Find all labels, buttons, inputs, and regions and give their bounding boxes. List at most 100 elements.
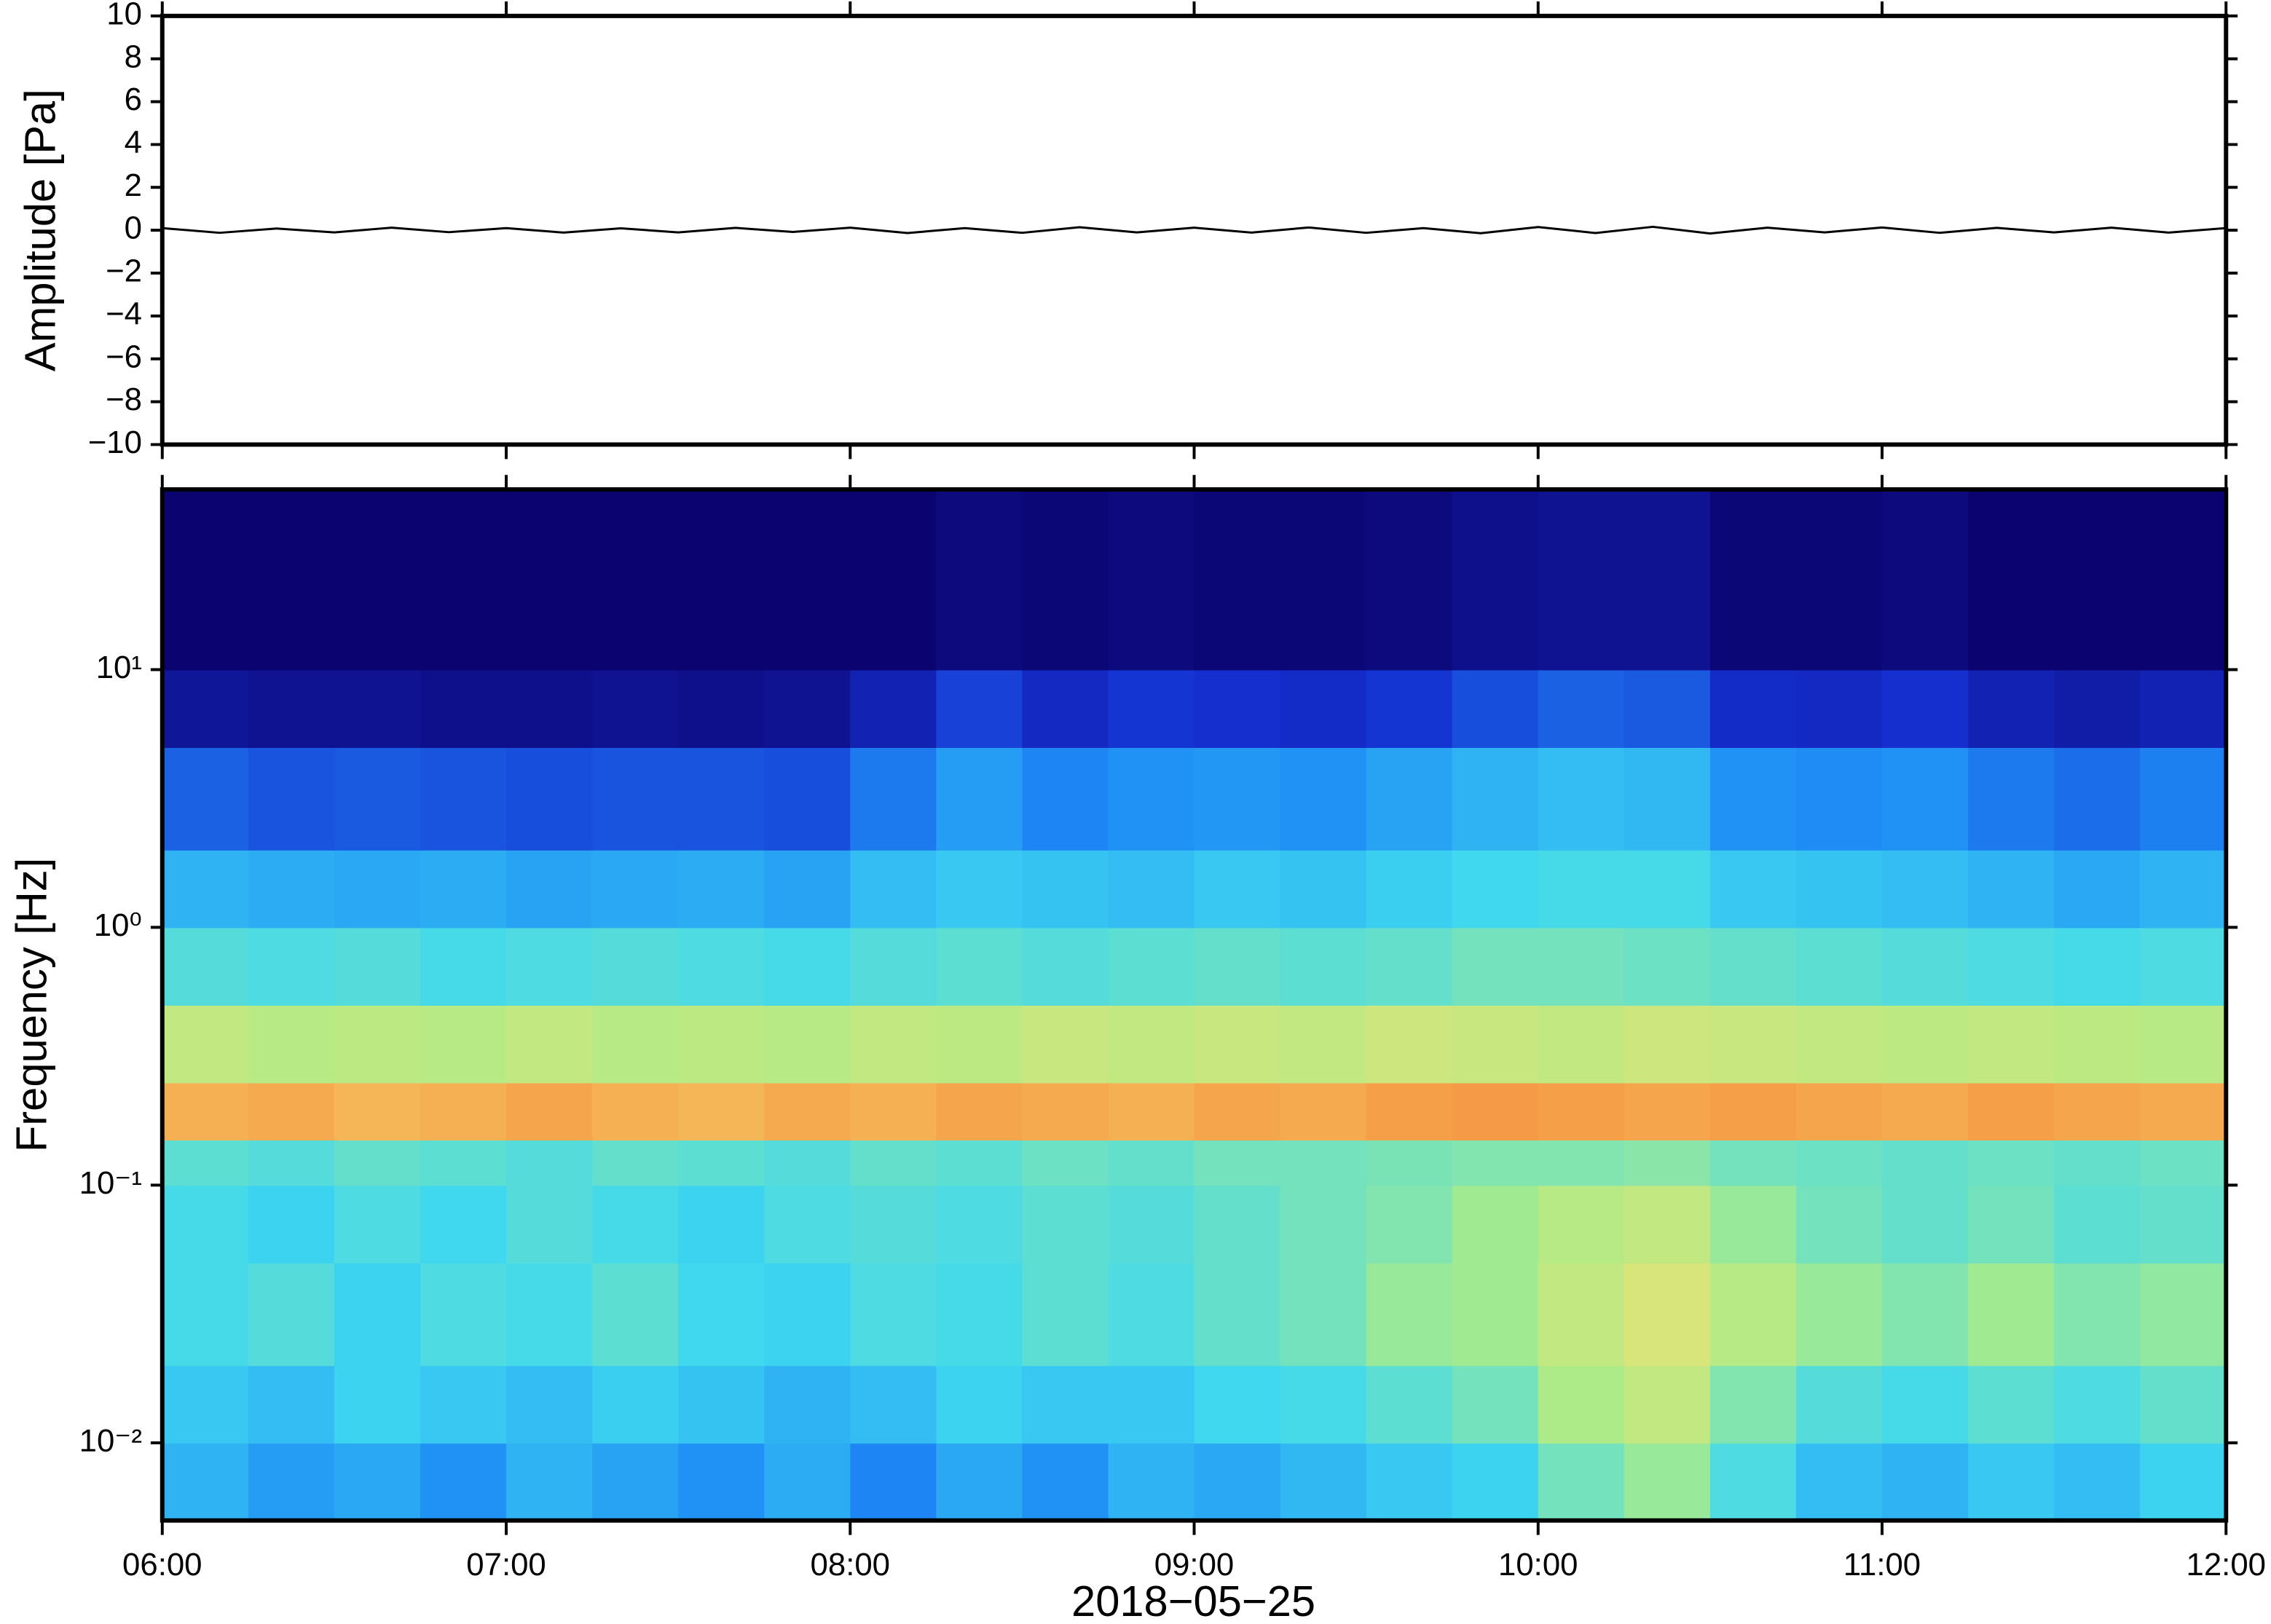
spectrogram-cell xyxy=(420,1262,508,1366)
spectrogram-cell xyxy=(1795,1443,1884,1521)
spectrogram-cell xyxy=(248,1185,335,1264)
spectrogram-cell xyxy=(1538,489,1625,671)
spectrogram-cell xyxy=(1795,1082,1884,1141)
spectrogram-cell xyxy=(1968,747,2055,851)
spectrogram-cell xyxy=(936,747,1023,851)
spectrogram-cell xyxy=(1882,927,1969,1006)
spectrogram-cell xyxy=(506,927,594,1006)
spectrogram-cell xyxy=(1709,849,1797,929)
spectrogram-cell xyxy=(850,849,937,929)
spectrogram-cell xyxy=(1194,489,1281,671)
spectrogram-cell xyxy=(1366,849,1453,929)
spectrogram-cell xyxy=(2140,849,2227,929)
spectrogram-cell xyxy=(420,669,508,749)
spectrogram-cell xyxy=(334,747,421,851)
spectrogram-cell xyxy=(1968,489,2055,671)
x-tick-label: 06:00 xyxy=(122,1547,202,1582)
spectrogram-cell xyxy=(162,669,249,749)
spectrogram-cell xyxy=(936,1082,1023,1141)
y-tick-label: 6 xyxy=(125,82,142,117)
spectrogram-cell xyxy=(1452,927,1539,1006)
spectrogram-cell xyxy=(1882,1004,1969,1084)
spectrogram-cell xyxy=(592,1140,680,1186)
spectrogram-cell xyxy=(764,747,851,851)
spectrogram-cell xyxy=(1280,1140,1367,1186)
spectrogram-cell xyxy=(592,1262,680,1366)
spectrogram-cell xyxy=(850,1262,937,1366)
spectrogram-cell xyxy=(334,1185,421,1264)
spectrogram-cell xyxy=(1194,1082,1281,1141)
spectrogram-cell xyxy=(1452,1082,1539,1141)
spectrogram-cell xyxy=(592,927,680,1006)
y-tick-label: 8 xyxy=(125,39,142,74)
spectrogram-cell xyxy=(936,1185,1023,1264)
spectrogram-cell xyxy=(1623,849,1711,929)
spectrogram-cell xyxy=(850,1365,937,1444)
spectrogram-cell xyxy=(506,1140,594,1186)
spectrogram-cell xyxy=(1366,669,1453,749)
spectrogram-cell xyxy=(2140,1140,2227,1186)
spectrogram-cell xyxy=(420,489,508,671)
spectrogram-cell xyxy=(1452,1365,1539,1444)
spectrogram-cell xyxy=(2140,927,2227,1006)
spectrogram-cell xyxy=(2140,1262,2227,1366)
spectrogram-cell xyxy=(592,1082,680,1141)
spectrogram-cell xyxy=(1194,1004,1281,1084)
spectrogram-cell xyxy=(1795,489,1884,671)
spectrogram-cell xyxy=(1452,1140,1539,1186)
spectrogram-cell xyxy=(1108,489,1195,671)
spectrogram xyxy=(162,489,2227,1521)
spectrogram-cell xyxy=(1452,1004,1539,1084)
spectrogram-cell xyxy=(1623,747,1711,851)
spectrogram-cell xyxy=(764,1443,851,1521)
spectrogram-cell xyxy=(1882,747,1969,851)
spectrogram-cell xyxy=(2054,747,2141,851)
spectrogram-cell xyxy=(162,1365,249,1444)
spectrogram-cell xyxy=(764,1140,851,1186)
spectrogram-cell xyxy=(850,1082,937,1141)
spectrogram-cell xyxy=(334,927,421,1006)
spectrogram-cell xyxy=(678,1365,765,1444)
spectrogram-cell xyxy=(2054,1004,2141,1084)
spectrogram-cell xyxy=(1882,669,1969,749)
spectrogram-cell xyxy=(1623,489,1711,671)
spectrogram-cell xyxy=(506,849,594,929)
spectrogram-cell xyxy=(1968,927,2055,1006)
spectrogram-cell xyxy=(1366,1262,1453,1366)
spectrogram-cell xyxy=(334,669,421,749)
spectrogram-cell xyxy=(506,747,594,851)
spectrogram-cell xyxy=(420,1082,508,1141)
spectrogram-cell xyxy=(936,927,1023,1006)
x-tick-label: 09:00 xyxy=(1154,1547,1234,1582)
spectrogram-cell xyxy=(1795,1140,1884,1186)
spectrogram-cell xyxy=(1452,669,1539,749)
spectrogram-cell xyxy=(678,927,765,1006)
spectrogram-cell xyxy=(1280,1443,1367,1521)
spectrogram-cell xyxy=(1366,1365,1453,1444)
spectrogram-cell xyxy=(764,1004,851,1084)
spectrogram-cell xyxy=(764,1262,851,1366)
spectrogram-cell xyxy=(2140,1443,2227,1521)
spectrogram-cell xyxy=(248,849,335,929)
spectrogram-cell xyxy=(936,1443,1023,1521)
spectrogram-cell xyxy=(850,1004,937,1084)
x-tick-label: 07:00 xyxy=(466,1547,546,1582)
spectrogram-cell xyxy=(248,1365,335,1444)
spectrogram-cell xyxy=(936,1140,1023,1186)
spectrogram-cell xyxy=(1022,1443,1109,1521)
spectrogram-cell xyxy=(1452,489,1539,671)
spectrogram-cell xyxy=(678,669,765,749)
spectrogram-cell xyxy=(420,1443,508,1521)
spectrogram-cell xyxy=(1709,1140,1797,1186)
spectrogram-cell xyxy=(334,1082,421,1141)
spectrogram-cell xyxy=(162,1004,249,1084)
spectrogram-cell xyxy=(162,1185,249,1264)
spectrogram-cell xyxy=(1194,1443,1281,1521)
spectrogram-cell xyxy=(1795,1185,1884,1264)
spectrogram-cell xyxy=(420,747,508,851)
spectrogram-cell xyxy=(506,1004,594,1084)
spectrogram-cell xyxy=(1022,1185,1109,1264)
spectrogram-cell xyxy=(162,1082,249,1141)
spectrogram-cell xyxy=(1538,1004,1625,1084)
spectrogram-cell xyxy=(2054,1365,2141,1444)
